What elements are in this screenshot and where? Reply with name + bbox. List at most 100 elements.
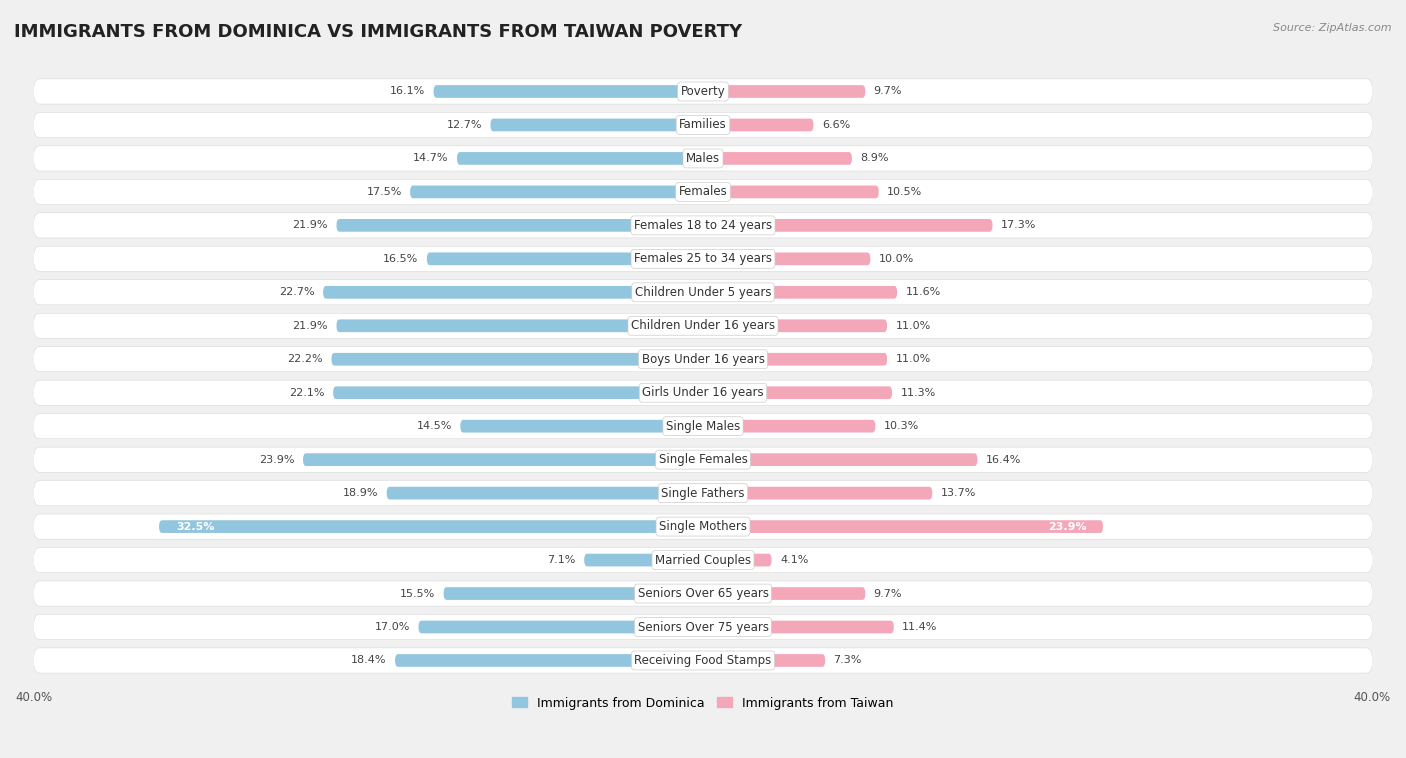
FancyBboxPatch shape	[34, 146, 1372, 171]
FancyBboxPatch shape	[703, 587, 865, 600]
Text: 15.5%: 15.5%	[399, 588, 436, 599]
Text: 9.7%: 9.7%	[873, 588, 903, 599]
FancyBboxPatch shape	[34, 346, 1372, 372]
Text: Females 18 to 24 years: Females 18 to 24 years	[634, 219, 772, 232]
FancyBboxPatch shape	[34, 514, 1372, 539]
Text: Females 25 to 34 years: Females 25 to 34 years	[634, 252, 772, 265]
Text: 9.7%: 9.7%	[873, 86, 903, 96]
Text: Children Under 5 years: Children Under 5 years	[634, 286, 772, 299]
Text: 14.7%: 14.7%	[413, 153, 449, 164]
FancyBboxPatch shape	[34, 648, 1372, 673]
FancyBboxPatch shape	[34, 414, 1372, 439]
Text: Married Couples: Married Couples	[655, 553, 751, 566]
FancyBboxPatch shape	[460, 420, 703, 433]
FancyBboxPatch shape	[34, 615, 1372, 640]
FancyBboxPatch shape	[395, 654, 703, 667]
Legend: Immigrants from Dominica, Immigrants from Taiwan: Immigrants from Dominica, Immigrants fro…	[508, 691, 898, 715]
FancyBboxPatch shape	[34, 481, 1372, 506]
Text: Girls Under 16 years: Girls Under 16 years	[643, 387, 763, 399]
Text: 21.9%: 21.9%	[292, 321, 328, 330]
FancyBboxPatch shape	[304, 453, 703, 466]
Text: Single Males: Single Males	[666, 420, 740, 433]
FancyBboxPatch shape	[336, 219, 703, 232]
FancyBboxPatch shape	[34, 547, 1372, 572]
FancyBboxPatch shape	[703, 387, 893, 399]
FancyBboxPatch shape	[703, 118, 814, 131]
Text: 22.7%: 22.7%	[280, 287, 315, 297]
FancyBboxPatch shape	[34, 79, 1372, 104]
FancyBboxPatch shape	[34, 112, 1372, 137]
FancyBboxPatch shape	[703, 353, 887, 365]
Text: 23.9%: 23.9%	[259, 455, 295, 465]
FancyBboxPatch shape	[703, 453, 977, 466]
FancyBboxPatch shape	[583, 553, 703, 566]
Text: Seniors Over 75 years: Seniors Over 75 years	[637, 621, 769, 634]
Text: 13.7%: 13.7%	[941, 488, 976, 498]
FancyBboxPatch shape	[703, 85, 865, 98]
Text: 17.5%: 17.5%	[367, 187, 402, 197]
Text: Single Fathers: Single Fathers	[661, 487, 745, 500]
Text: 4.1%: 4.1%	[780, 555, 808, 565]
FancyBboxPatch shape	[491, 118, 703, 131]
Text: 11.0%: 11.0%	[896, 321, 931, 330]
Text: 17.0%: 17.0%	[375, 622, 411, 632]
FancyBboxPatch shape	[411, 186, 703, 199]
FancyBboxPatch shape	[703, 152, 852, 164]
FancyBboxPatch shape	[332, 353, 703, 365]
FancyBboxPatch shape	[323, 286, 703, 299]
Text: Single Females: Single Females	[658, 453, 748, 466]
FancyBboxPatch shape	[703, 252, 870, 265]
FancyBboxPatch shape	[457, 152, 703, 164]
Text: Seniors Over 65 years: Seniors Over 65 years	[637, 587, 769, 600]
Text: 22.2%: 22.2%	[287, 354, 323, 365]
Text: Poverty: Poverty	[681, 85, 725, 98]
Text: 11.6%: 11.6%	[905, 287, 941, 297]
FancyBboxPatch shape	[443, 587, 703, 600]
FancyBboxPatch shape	[34, 313, 1372, 338]
FancyBboxPatch shape	[34, 381, 1372, 406]
Text: 22.1%: 22.1%	[290, 388, 325, 398]
FancyBboxPatch shape	[433, 85, 703, 98]
Text: 16.1%: 16.1%	[389, 86, 425, 96]
FancyBboxPatch shape	[703, 520, 1102, 533]
FancyBboxPatch shape	[703, 487, 932, 500]
Text: 32.5%: 32.5%	[176, 522, 214, 531]
Text: 18.4%: 18.4%	[352, 656, 387, 666]
Text: Single Mothers: Single Mothers	[659, 520, 747, 533]
FancyBboxPatch shape	[34, 581, 1372, 606]
FancyBboxPatch shape	[336, 319, 703, 332]
FancyBboxPatch shape	[703, 186, 879, 199]
FancyBboxPatch shape	[34, 447, 1372, 472]
Text: 6.6%: 6.6%	[823, 120, 851, 130]
Text: 8.9%: 8.9%	[860, 153, 889, 164]
Text: 11.3%: 11.3%	[900, 388, 936, 398]
FancyBboxPatch shape	[387, 487, 703, 500]
Text: IMMIGRANTS FROM DOMINICA VS IMMIGRANTS FROM TAIWAN POVERTY: IMMIGRANTS FROM DOMINICA VS IMMIGRANTS F…	[14, 23, 742, 41]
Text: 12.7%: 12.7%	[447, 120, 482, 130]
FancyBboxPatch shape	[703, 420, 876, 433]
Text: Source: ZipAtlas.com: Source: ZipAtlas.com	[1274, 23, 1392, 33]
Text: Receiving Food Stamps: Receiving Food Stamps	[634, 654, 772, 667]
Text: 11.4%: 11.4%	[903, 622, 938, 632]
FancyBboxPatch shape	[159, 520, 703, 533]
Text: Females: Females	[679, 186, 727, 199]
FancyBboxPatch shape	[427, 252, 703, 265]
Text: 7.3%: 7.3%	[834, 656, 862, 666]
Text: Boys Under 16 years: Boys Under 16 years	[641, 352, 765, 366]
Text: 18.9%: 18.9%	[343, 488, 378, 498]
Text: 14.5%: 14.5%	[416, 421, 451, 431]
Text: 16.5%: 16.5%	[384, 254, 419, 264]
Text: Families: Families	[679, 118, 727, 131]
Text: Males: Males	[686, 152, 720, 165]
FancyBboxPatch shape	[34, 280, 1372, 305]
FancyBboxPatch shape	[703, 553, 772, 566]
Text: 17.3%: 17.3%	[1001, 221, 1036, 230]
Text: 10.0%: 10.0%	[879, 254, 914, 264]
FancyBboxPatch shape	[703, 219, 993, 232]
FancyBboxPatch shape	[34, 213, 1372, 238]
Text: 21.9%: 21.9%	[292, 221, 328, 230]
FancyBboxPatch shape	[703, 319, 887, 332]
Text: 10.5%: 10.5%	[887, 187, 922, 197]
FancyBboxPatch shape	[333, 387, 703, 399]
FancyBboxPatch shape	[419, 621, 703, 634]
